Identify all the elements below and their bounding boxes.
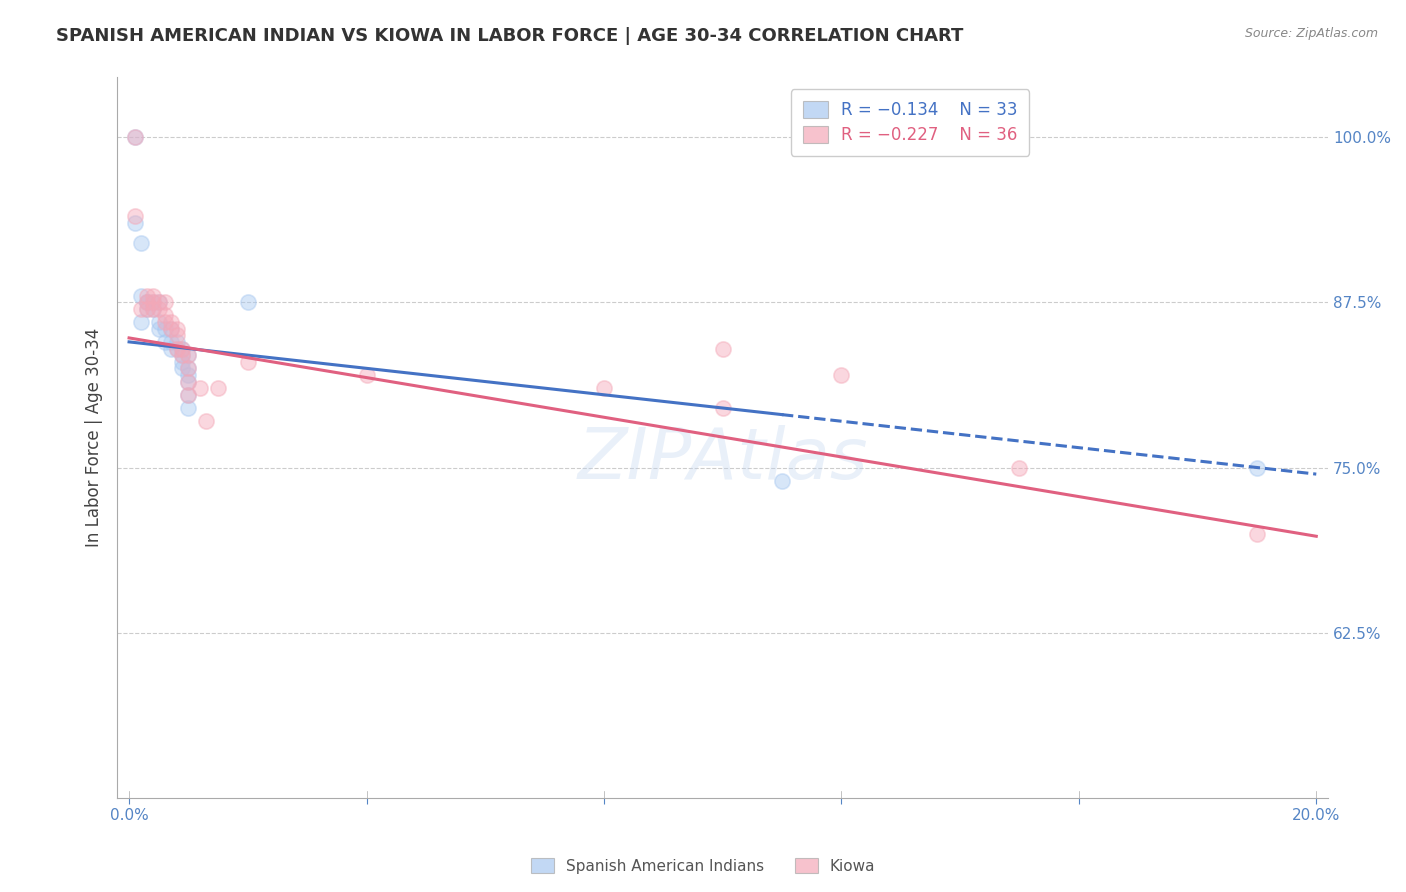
Point <box>177 348 200 362</box>
Y-axis label: In Labor Force | Age 30-34: In Labor Force | Age 30-34 <box>86 328 103 548</box>
Point <box>124 130 146 145</box>
Point <box>135 295 157 310</box>
Point <box>207 381 229 395</box>
Point <box>124 216 146 230</box>
Point <box>135 301 157 316</box>
Point <box>148 301 170 316</box>
Point <box>195 414 218 428</box>
Point <box>172 348 194 362</box>
Point <box>172 342 194 356</box>
Point <box>159 321 181 335</box>
Point <box>172 355 194 369</box>
Point <box>177 368 200 382</box>
Point <box>148 295 170 310</box>
Point <box>830 368 852 382</box>
Point <box>159 342 181 356</box>
Point <box>159 334 181 349</box>
Point <box>142 295 165 310</box>
Point <box>153 321 176 335</box>
Point <box>177 361 200 376</box>
Point <box>124 209 146 223</box>
Point <box>177 388 200 402</box>
Point <box>142 301 165 316</box>
Point <box>166 342 188 356</box>
Point <box>153 309 176 323</box>
Point <box>135 295 157 310</box>
Legend: R = −0.134    N = 33, R = −0.227    N = 36: R = −0.134 N = 33, R = −0.227 N = 36 <box>792 89 1029 156</box>
Point <box>711 342 734 356</box>
Point <box>142 301 165 316</box>
Point <box>135 301 157 316</box>
Text: SPANISH AMERICAN INDIAN VS KIOWA IN LABOR FORCE | AGE 30-34 CORRELATION CHART: SPANISH AMERICAN INDIAN VS KIOWA IN LABO… <box>56 27 963 45</box>
Point <box>177 388 200 402</box>
Point <box>172 361 194 376</box>
Point <box>356 368 378 382</box>
Point <box>177 375 200 389</box>
Point <box>129 315 152 329</box>
Point <box>1008 460 1031 475</box>
Point <box>142 295 165 310</box>
Point <box>148 295 170 310</box>
Point <box>236 355 259 369</box>
Point <box>148 321 170 335</box>
Point <box>166 328 188 343</box>
Text: Source: ZipAtlas.com: Source: ZipAtlas.com <box>1244 27 1378 40</box>
Point <box>148 315 170 329</box>
Point <box>159 321 181 335</box>
Point <box>593 381 616 395</box>
Legend: Spanish American Indians, Kiowa: Spanish American Indians, Kiowa <box>524 852 882 880</box>
Point <box>236 295 259 310</box>
Point <box>159 315 181 329</box>
Point <box>1246 460 1268 475</box>
Point <box>166 342 188 356</box>
Point <box>177 401 200 415</box>
Point <box>153 334 176 349</box>
Point <box>129 235 152 250</box>
Point <box>142 288 165 302</box>
Point <box>135 295 157 310</box>
Point <box>770 474 793 488</box>
Point <box>177 375 200 389</box>
Point <box>124 130 146 145</box>
Point <box>177 361 200 376</box>
Text: ZIPAtlas: ZIPAtlas <box>578 425 868 494</box>
Point <box>711 401 734 415</box>
Point <box>135 288 157 302</box>
Point <box>129 301 152 316</box>
Point <box>188 381 211 395</box>
Point <box>153 295 176 310</box>
Point <box>177 348 200 362</box>
Point <box>153 315 176 329</box>
Point <box>172 348 194 362</box>
Point <box>129 288 152 302</box>
Point <box>166 334 188 349</box>
Point <box>166 321 188 335</box>
Point <box>172 342 194 356</box>
Point <box>1246 526 1268 541</box>
